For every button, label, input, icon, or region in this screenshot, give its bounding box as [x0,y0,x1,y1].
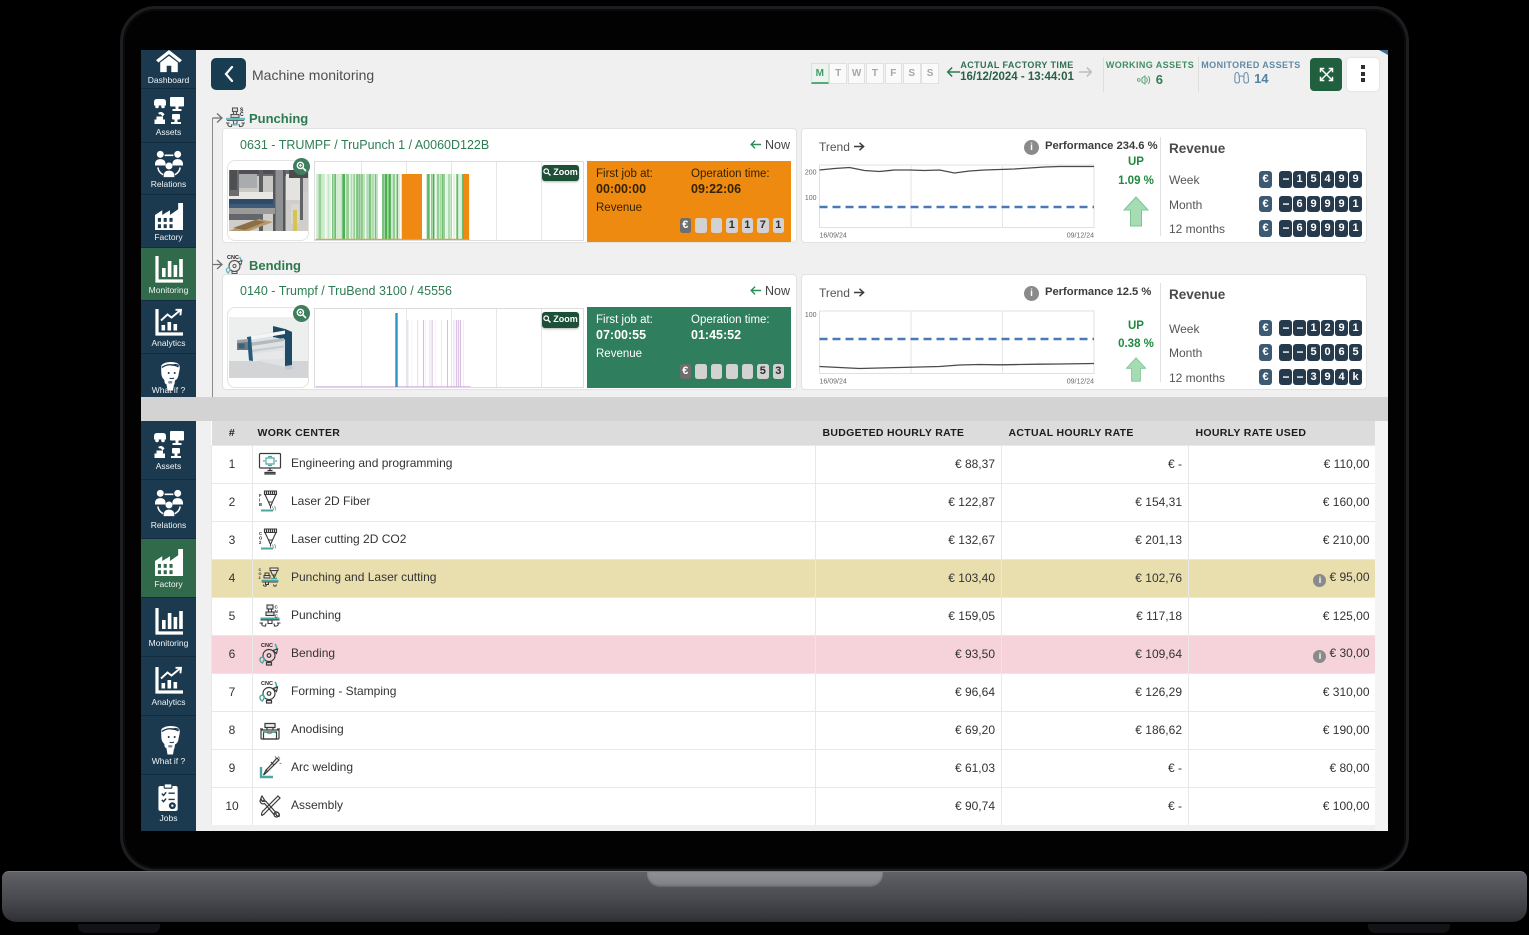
svg-text:B: B [259,502,262,507]
svg-text:C: C [259,568,262,572]
svg-text:C: C [240,112,244,118]
svg-text:CNC: CNC [261,643,273,649]
svg-text:100: 100 [805,312,817,319]
svg-text:C: C [275,605,279,610]
svg-text:2: 2 [259,576,261,580]
svg-text:09/12/24: 09/12/24 [1067,233,1094,240]
svg-text:16/09/24: 16/09/24 [820,233,847,240]
svg-text:CNC: CNC [261,681,273,687]
svg-text:I: I [259,498,260,503]
svg-text:S: S [240,108,244,114]
svg-text:O: O [259,536,263,541]
svg-text:09/12/24: 09/12/24 [1067,379,1094,386]
svg-text:C: C [259,531,262,536]
svg-text:200: 200 [805,170,817,177]
svg-text:2: 2 [259,540,262,545]
svg-text:C: C [275,614,279,619]
svg-text:16/09/24: 16/09/24 [820,379,847,386]
svg-text:O: O [259,572,262,576]
svg-text:N: N [275,609,278,614]
svg-text:100: 100 [805,195,817,202]
svg-text:F: F [259,493,262,498]
svg-text:CNC: CNC [227,255,239,261]
